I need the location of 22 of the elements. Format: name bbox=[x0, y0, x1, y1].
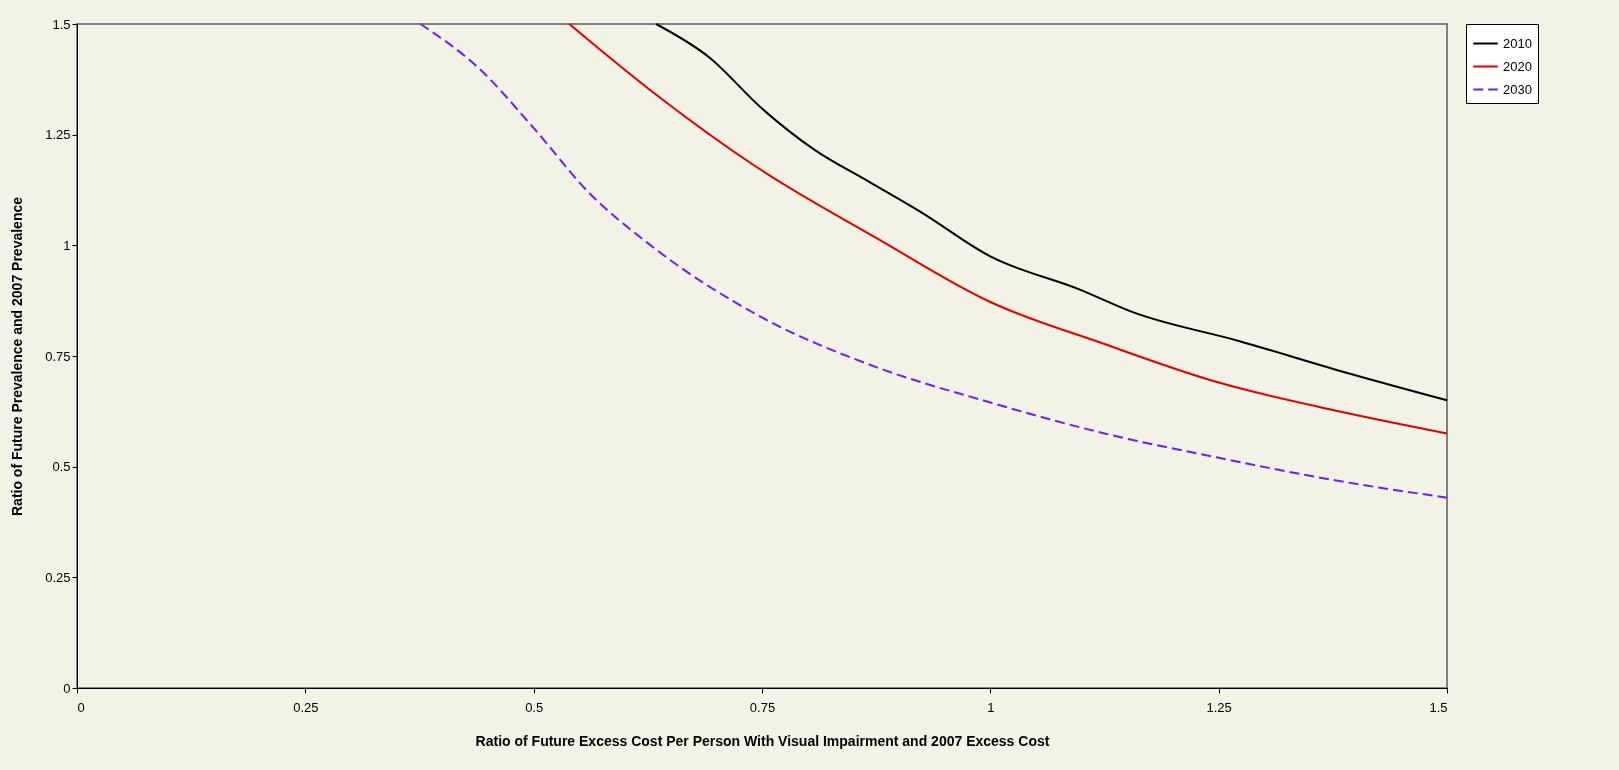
y-axis-title: Ratio of Future Prevalence and 2007 Prevalence bbox=[9, 196, 26, 517]
legend-label: 2030 bbox=[1503, 81, 1532, 97]
x-tick-label: 1.25 bbox=[1206, 699, 1232, 715]
line-series bbox=[419, 23, 1448, 499]
legend-label: 2020 bbox=[1503, 58, 1532, 74]
line-series bbox=[568, 23, 1448, 435]
x-tick-label: 0.25 bbox=[293, 699, 319, 715]
y-tick-label: 1 bbox=[63, 237, 71, 253]
y-tick-label: 1.5 bbox=[52, 16, 71, 32]
y-tick-label: 0.5 bbox=[52, 459, 71, 475]
line-series bbox=[655, 23, 1448, 402]
y-tick-label: 1.25 bbox=[45, 127, 71, 143]
y-tick-label: 0.75 bbox=[45, 348, 71, 364]
x-tick-label: 0.75 bbox=[749, 699, 776, 715]
x-tick-label: 1.5 bbox=[1429, 699, 1448, 715]
y-tick-label: 0.25 bbox=[45, 569, 71, 585]
x-tick-label: 0 bbox=[77, 699, 85, 715]
y-tick-label: 0 bbox=[63, 680, 71, 696]
x-tick-label: 0.5 bbox=[525, 699, 544, 715]
x-tick-label: 1 bbox=[987, 699, 995, 715]
x-axis-title: Ratio of Future Excess Cost Per Person With Visual Impairment and 2007 Excess Cost bbox=[475, 732, 1050, 749]
legend-label: 2010 bbox=[1503, 35, 1532, 51]
